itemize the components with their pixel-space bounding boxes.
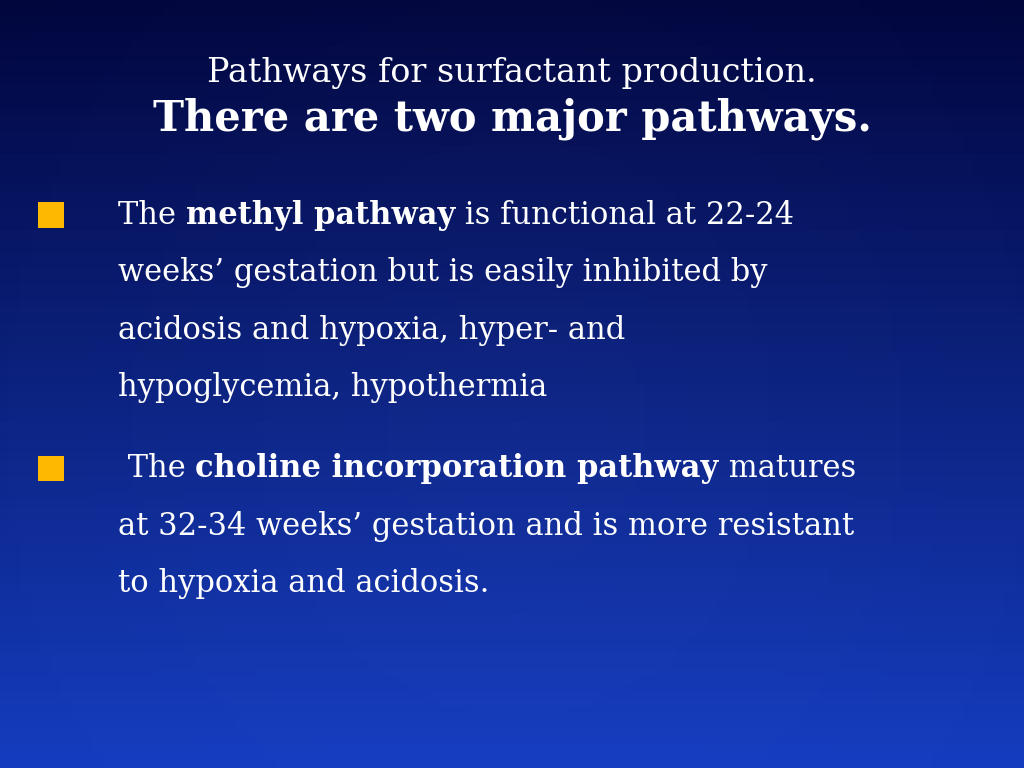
Bar bbox=[39, 455, 63, 482]
Text: Pathways for surfactant production.: Pathways for surfactant production. bbox=[207, 57, 817, 89]
Text: The: The bbox=[118, 453, 196, 484]
Text: is functional at 22-24: is functional at 22-24 bbox=[455, 200, 794, 230]
Text: weeks’ gestation but is easily inhibited by: weeks’ gestation but is easily inhibited… bbox=[118, 257, 767, 288]
Text: matures: matures bbox=[719, 453, 856, 484]
Text: to hypoxia and acidosis.: to hypoxia and acidosis. bbox=[118, 568, 489, 599]
Text: acidosis and hypoxia, hyper- and: acidosis and hypoxia, hyper- and bbox=[118, 315, 625, 346]
Text: choline incorporation pathway: choline incorporation pathway bbox=[196, 453, 719, 484]
Text: methyl pathway: methyl pathway bbox=[185, 200, 455, 230]
Text: at 32-34 weeks’ gestation and is more resistant: at 32-34 weeks’ gestation and is more re… bbox=[118, 511, 854, 541]
Text: There are two major pathways.: There are two major pathways. bbox=[153, 98, 871, 141]
Bar bbox=[39, 202, 63, 228]
Text: hypoglycemia, hypothermia: hypoglycemia, hypothermia bbox=[118, 372, 547, 403]
Text: The: The bbox=[118, 200, 185, 230]
